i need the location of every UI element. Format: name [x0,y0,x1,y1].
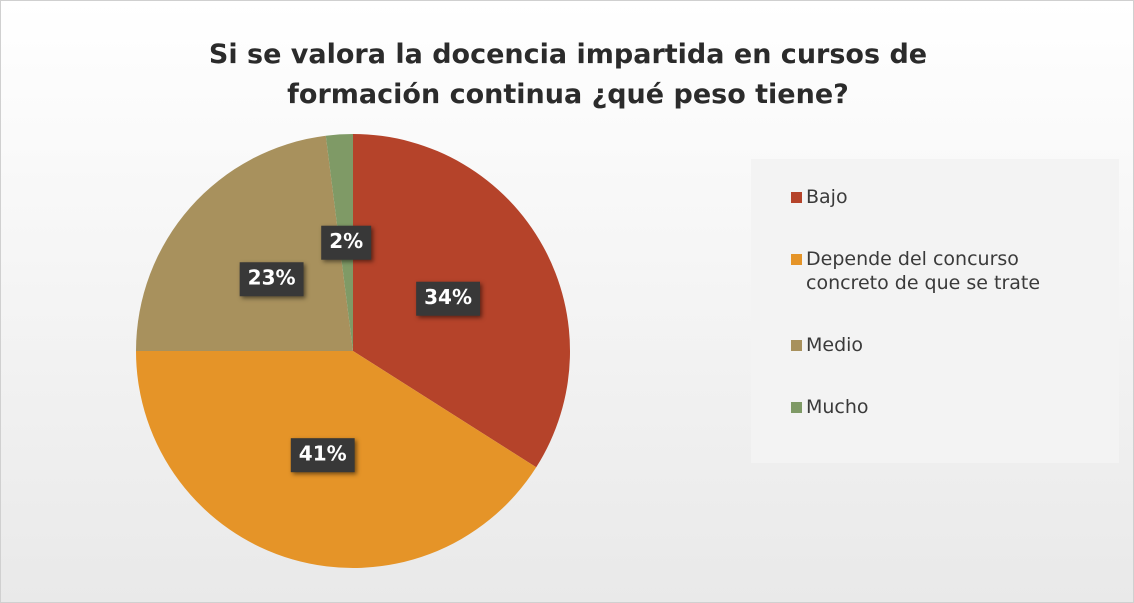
data-label: 23% [239,262,304,297]
legend-swatch [791,254,802,265]
chart-title: Si se valora la docencia impartida en cu… [208,39,928,110]
legend-label: Mucho [806,396,869,418]
legend-entry: Bajo [791,185,1099,209]
legend-label: Medio [806,334,864,356]
data-label: 34% [416,281,481,316]
legend-label: Bajo [806,186,848,208]
data-label-text: 34% [424,285,472,309]
legend-entry: Medio [791,333,1099,357]
data-label-text: 2% [329,229,363,253]
legend-entry: Mucho [791,395,1099,419]
data-label-box [239,262,304,297]
legend: Bajo Depende del concurso concreto de que… [751,159,1119,463]
data-label-box [290,438,355,473]
legend-swatch [791,340,802,351]
legend-swatch [791,192,802,203]
data-label: 2% [321,225,372,260]
data-label-text: 41% [299,442,347,466]
legend-swatch [791,402,802,413]
data-label-text: 23% [248,266,296,290]
data-label: 41% [290,438,355,473]
legend-label: Depende del concurso concreto de que se … [806,248,1041,294]
data-label-box [321,225,372,260]
pie-slice [136,135,353,351]
data-label-box [416,281,481,316]
legend-entry: Depende del concurso concreto de que se … [791,247,1099,295]
